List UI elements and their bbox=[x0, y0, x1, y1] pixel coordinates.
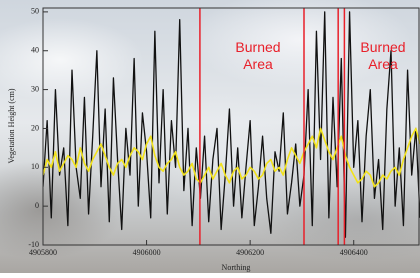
y-tick-label: 20 bbox=[31, 123, 39, 132]
x-tick-label: 4906000 bbox=[133, 248, 161, 257]
x-tick-label: 4906200 bbox=[236, 248, 264, 257]
x-tick-label: 4906400 bbox=[340, 248, 368, 257]
chart: Northing Vegetation Height (cm) BurnedAr… bbox=[0, 0, 420, 273]
y-tick-label: 0 bbox=[35, 201, 39, 210]
y-tick-label: 10 bbox=[31, 162, 39, 171]
y-tick-label: 30 bbox=[31, 84, 39, 93]
x-tick-label: 4905800 bbox=[29, 248, 57, 257]
y-axis-label: Vegetation Height (cm) bbox=[7, 88, 16, 163]
y-tick-label: 50 bbox=[31, 7, 39, 16]
y-tick-label: 40 bbox=[31, 46, 39, 55]
x-axis-label: Northing bbox=[222, 263, 251, 272]
screenshot: Northing Vegetation Height (cm) BurnedAr… bbox=[0, 0, 420, 273]
